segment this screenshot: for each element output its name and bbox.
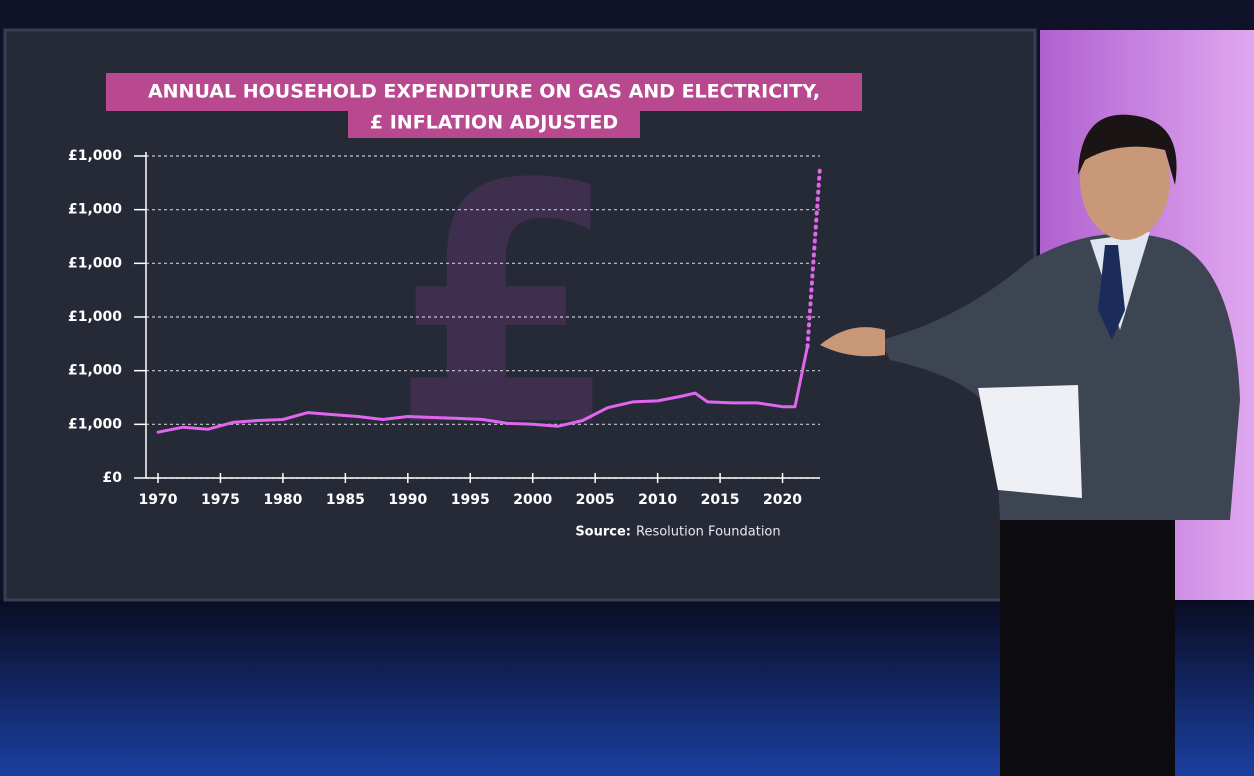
title-box — [348, 108, 640, 138]
chart-title: ANNUAL HOUSEHOLD EXPENDITURE ON GAS AND … — [148, 81, 820, 103]
presenter-suit — [880, 233, 1240, 521]
presenter-legs — [1000, 500, 1175, 776]
x-tick-label: 1990 — [388, 492, 427, 508]
x-tick-label: 2010 — [638, 492, 677, 508]
y-tick-label: £1,000 — [68, 309, 122, 325]
x-tick-label: 2005 — [576, 492, 615, 508]
x-tick-label: 2020 — [763, 492, 802, 508]
projection-line — [805, 164, 822, 349]
presenter-tie — [1098, 245, 1125, 340]
presenter — [820, 114, 1240, 776]
y-tick-label: £0 — [103, 470, 123, 486]
title-box — [106, 73, 862, 111]
presenter-hair — [1078, 114, 1177, 185]
x-tick-label: 1970 — [139, 492, 178, 508]
y-tick-label: £1,000 — [68, 202, 122, 218]
chart-title: £ INFLATION ADJUSTED — [370, 112, 618, 134]
y-tick-label: £1,000 — [68, 255, 122, 271]
x-tick-label: 1985 — [326, 492, 365, 508]
source-label: Source: — [575, 525, 631, 540]
y-tick-label: £1,000 — [68, 363, 122, 379]
presenter-hand — [820, 327, 885, 357]
data-line — [156, 344, 809, 434]
x-tick-label: 1980 — [263, 492, 302, 508]
y-tick-label: £1,000 — [68, 416, 122, 432]
x-tick-label: 1995 — [451, 492, 490, 508]
x-tick-label: 1975 — [201, 492, 240, 508]
source-text: Resolution Foundation — [636, 525, 781, 540]
presenter-papers — [978, 385, 1082, 498]
x-tick-label: 2015 — [701, 492, 740, 508]
y-tick-label: £1,000 — [68, 148, 122, 164]
x-tick-label: 2000 — [513, 492, 552, 508]
pound-watermark: £ — [390, 114, 620, 498]
